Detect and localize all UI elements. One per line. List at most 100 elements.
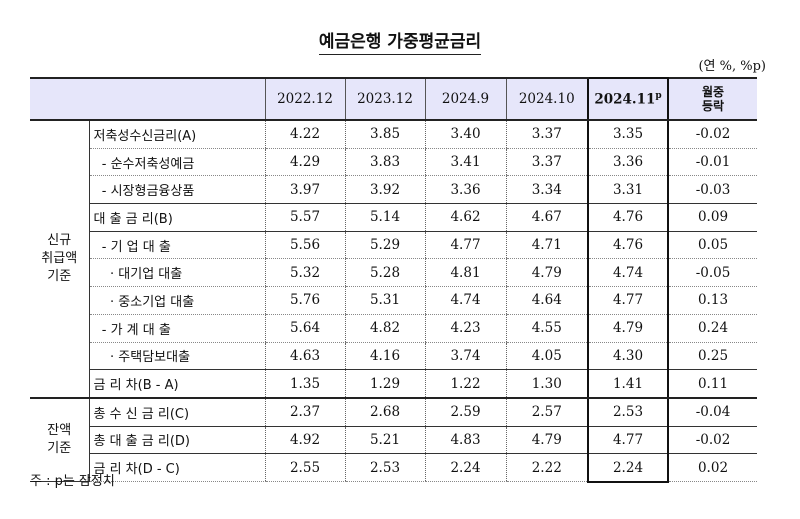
cell-value: 3.31 xyxy=(587,175,669,205)
cell-value: 5.56 xyxy=(264,231,345,260)
cell-value: 0.24 xyxy=(667,314,757,343)
cell-value: 4.79 xyxy=(505,426,588,455)
row-label: · 중소기업 대출 xyxy=(88,286,265,315)
cell-value: 5.64 xyxy=(264,314,345,343)
col-header: 2022.12 xyxy=(264,77,345,121)
table-row: · 중소기업 대출 5.76 5.31 4.74 4.64 4.77 0.13 xyxy=(30,286,757,315)
cell-value: 3.83 xyxy=(344,148,425,177)
cell-value: 3.40 xyxy=(424,120,506,149)
table-row: - 순수저축성예금 4.29 3.83 3.41 3.37 3.36 -0.01 xyxy=(30,148,757,177)
cell-value: 1.35 xyxy=(264,369,345,399)
cell-value: 5.32 xyxy=(264,258,345,288)
col-header: 2024.9 xyxy=(424,77,506,121)
cell-value: 4.79 xyxy=(587,314,669,343)
header-row: 2022.12 2023.12 2024.9 2024.10 2024.11p … xyxy=(30,77,757,121)
cell-value: 5.76 xyxy=(264,286,345,315)
cell-value: 2.59 xyxy=(424,397,506,427)
row-label: - 기 업 대 출 xyxy=(88,231,265,260)
cell-value: 0.11 xyxy=(667,369,757,399)
cell-value: 1.22 xyxy=(424,369,506,399)
cell-value: 0.09 xyxy=(667,203,757,232)
row-label: - 가 계 대 출 xyxy=(88,314,265,343)
footnote: 주 : p는 잠정치 xyxy=(30,474,115,489)
cell-value: 4.77 xyxy=(424,231,506,260)
cell-value: 2.57 xyxy=(505,397,588,427)
cell-value: 5.57 xyxy=(264,203,345,232)
row-label: 총 대 출 금 리(D) xyxy=(88,426,265,455)
table-row: - 가 계 대 출 5.64 4.82 4.23 4.55 4.79 0.24 xyxy=(30,314,757,343)
cell-value: 5.29 xyxy=(344,231,425,260)
cell-value: 4.77 xyxy=(587,286,669,315)
group-balance: 잔액 기준 xyxy=(30,397,89,483)
row-label: - 순수저축성예금 xyxy=(88,148,265,177)
table-row: 금 리 차(B - A) 1.35 1.29 1.22 1.30 1.41 0.11 xyxy=(30,369,757,399)
row-label: 저축성수신금리(A) xyxy=(88,120,265,149)
table-row: · 주택담보대출 4.63 4.16 3.74 4.05 4.30 0.25 xyxy=(30,342,757,371)
cell-value: 5.28 xyxy=(344,258,425,288)
cell-value: 4.74 xyxy=(587,258,669,288)
cell-value: 4.77 xyxy=(587,426,669,455)
row-label: 금 리 차(D - C) xyxy=(88,453,265,483)
table-row: - 시장형금융상품 3.97 3.92 3.36 3.34 3.31 -0.03 xyxy=(30,175,757,205)
row-label: 대 출 금 리(B) xyxy=(88,203,265,232)
row-label: 총 수 신 금 리(C) xyxy=(88,397,265,427)
cell-value: 3.74 xyxy=(424,342,506,371)
row-label: · 주택담보대출 xyxy=(88,342,265,371)
cell-value: 2.55 xyxy=(264,453,345,483)
cell-value: 2.37 xyxy=(264,397,345,427)
cell-value: 4.64 xyxy=(505,286,588,315)
table-row: 대 출 금 리(B) 5.57 5.14 4.62 4.67 4.76 0.09 xyxy=(30,203,757,232)
cell-value: -0.05 xyxy=(667,258,757,288)
col-header-change: 월중 등락 xyxy=(667,77,757,121)
cell-value: 4.79 xyxy=(505,258,588,288)
row-label: · 대기업 대출 xyxy=(88,258,265,288)
cell-value: 2.53 xyxy=(344,453,425,483)
cell-value: 4.81 xyxy=(424,258,506,288)
cell-value: -0.02 xyxy=(667,426,757,455)
cell-value: 3.37 xyxy=(505,120,588,149)
cell-value: 3.36 xyxy=(424,175,506,205)
cell-value: 3.41 xyxy=(424,148,506,177)
cell-value: -0.03 xyxy=(667,175,757,205)
cell-value: 4.62 xyxy=(424,203,506,232)
cell-value: 4.82 xyxy=(344,314,425,343)
cell-value: 5.21 xyxy=(344,426,425,455)
group-new: 신규 취급액 기준 xyxy=(30,120,89,399)
cell-value: 0.25 xyxy=(667,342,757,371)
cell-value: 4.76 xyxy=(587,231,669,260)
table-row: 잔액 기준 총 수 신 금 리(C) 2.37 2.68 2.59 2.57 2.53 -0.… xyxy=(30,397,757,483)
cell-value: 5.14 xyxy=(344,203,425,232)
col-header: 2024.10 xyxy=(505,77,588,121)
cell-value: 3.34 xyxy=(505,175,588,205)
cell-value: 3.37 xyxy=(505,148,588,177)
cell-value: 3.92 xyxy=(344,175,425,205)
cell-value: 4.76 xyxy=(587,203,669,232)
cell-value: 0.02 xyxy=(667,453,757,483)
cell-value: 3.85 xyxy=(344,120,425,149)
table-row: · 대기업 대출 5.32 5.28 4.81 4.79 4.74 -0.05 xyxy=(30,258,757,288)
cell-value: 4.74 xyxy=(424,286,506,315)
cell-value: 4.63 xyxy=(264,342,345,371)
cell-value: 2.68 xyxy=(344,397,425,427)
row-label: 금 리 차(B - A) xyxy=(88,369,265,399)
table-row: 총 대 출 금 리(D) 4.92 5.21 4.83 4.79 4.77 -0.02 xyxy=(30,426,757,455)
cell-value: 2.53 xyxy=(587,397,669,427)
cell-value: 4.67 xyxy=(505,203,588,232)
cell-value: -0.02 xyxy=(667,120,757,149)
cell-value: 2.22 xyxy=(505,453,588,483)
cell-value: 0.13 xyxy=(667,286,757,315)
cell-value: 2.24 xyxy=(424,453,506,483)
col-header-highlight: 2024.11p xyxy=(587,77,669,121)
cell-value: 1.29 xyxy=(344,369,425,399)
cell-value: 4.05 xyxy=(505,342,588,371)
cell-value: 3.36 xyxy=(587,148,669,177)
page-title: 예금은행 가중평균금리 xyxy=(0,27,800,55)
cell-value: 5.31 xyxy=(344,286,425,315)
cell-value: 0.05 xyxy=(667,231,757,260)
cell-value: 4.29 xyxy=(264,148,345,177)
cell-value: -0.01 xyxy=(667,148,757,177)
cell-value: 4.30 xyxy=(587,342,669,371)
table-row: 금 리 차(D - C) 2.55 2.53 2.24 2.22 2.24 0.02 xyxy=(30,453,757,483)
cell-value: 4.16 xyxy=(344,342,425,371)
cell-value: 4.22 xyxy=(264,120,345,149)
